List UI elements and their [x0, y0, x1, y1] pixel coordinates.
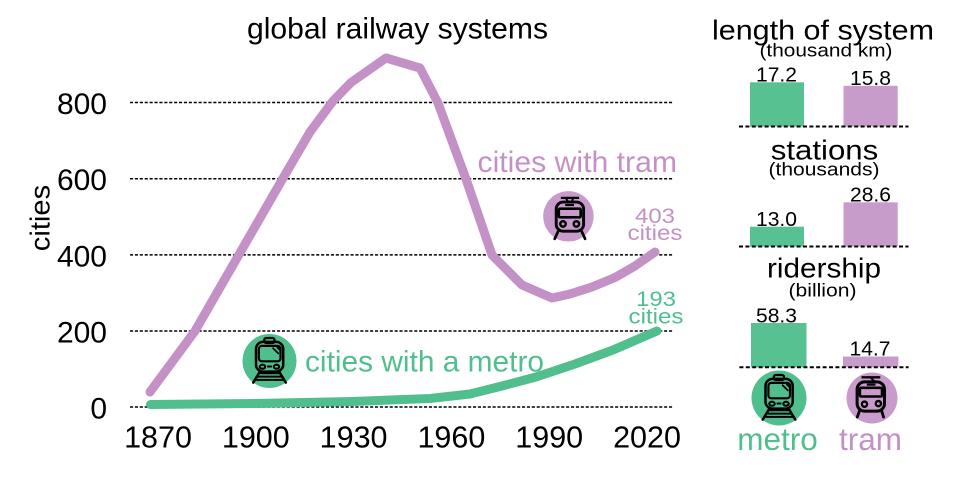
svg-text:193: 193	[636, 288, 676, 311]
svg-text:1990: 1990	[515, 421, 583, 455]
svg-text:600: 600	[57, 164, 107, 197]
svg-text:cities: cities	[25, 185, 56, 252]
svg-text:1960: 1960	[417, 421, 485, 455]
svg-text:800: 800	[57, 88, 107, 121]
svg-text:1900: 1900	[222, 421, 290, 455]
svg-text:(thousands): (thousands)	[769, 160, 880, 180]
svg-text:global railway systems: global railway systems	[247, 13, 548, 46]
svg-text:13.0: 13.0	[756, 209, 797, 231]
svg-text:(billion): (billion)	[789, 281, 857, 301]
svg-text:tram: tram	[839, 421, 902, 457]
svg-text:400: 400	[57, 240, 107, 273]
svg-text:(thousand km): (thousand km)	[760, 41, 893, 61]
svg-text:403: 403	[635, 205, 675, 228]
svg-text:length of system: length of system	[712, 15, 934, 46]
svg-text:58.3: 58.3	[756, 305, 797, 327]
svg-text:15.8: 15.8	[850, 68, 891, 90]
svg-text:ridership: ridership	[767, 253, 881, 284]
svg-text:cities with tram: cities with tram	[478, 146, 678, 179]
svg-text:14.7: 14.7	[850, 339, 891, 361]
svg-text:28.6: 28.6	[850, 185, 891, 207]
svg-text:1870: 1870	[124, 421, 192, 455]
svg-text:stations: stations	[771, 135, 879, 166]
svg-text:0: 0	[90, 392, 107, 425]
svg-text:1930: 1930	[320, 421, 388, 455]
svg-text:cities: cities	[628, 222, 683, 245]
svg-text:cities: cities	[629, 306, 684, 329]
svg-text:metro: metro	[737, 421, 818, 457]
svg-text:200: 200	[57, 316, 107, 349]
svg-text:2020: 2020	[613, 421, 681, 455]
svg-text:cities with a metro: cities with a metro	[305, 346, 544, 379]
svg-text:17.2: 17.2	[756, 65, 797, 87]
